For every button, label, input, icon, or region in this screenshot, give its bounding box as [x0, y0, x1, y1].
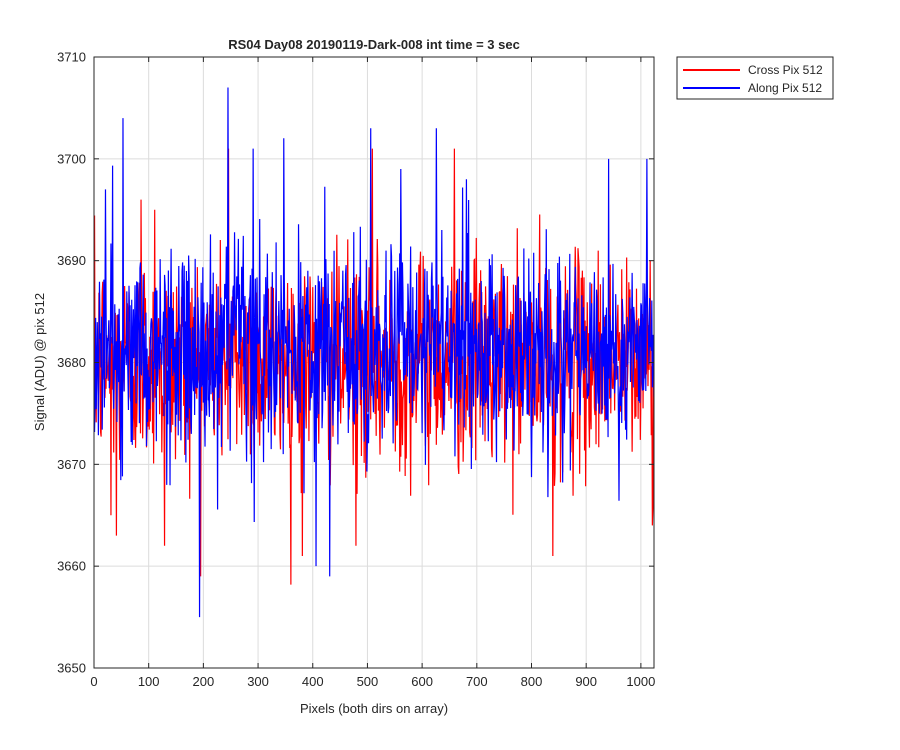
- x-axis-label: Pixels (both dirs on array): [300, 701, 448, 716]
- legend: Cross Pix 512 Along Pix 512: [676, 56, 834, 100]
- y-tick-label: 3700: [57, 151, 86, 166]
- x-tick-label: 900: [575, 674, 597, 689]
- legend-box: [676, 56, 834, 100]
- series-line-along-pix-512: [94, 87, 654, 618]
- legend-label-along: Along Pix 512: [748, 81, 822, 95]
- x-tick-label: 700: [466, 674, 488, 689]
- x-tick-label: 600: [411, 674, 433, 689]
- series-layer: [94, 87, 654, 618]
- y-tick-label: 3680: [57, 355, 86, 370]
- x-tick-label: 300: [247, 674, 269, 689]
- x-tick-label: 200: [193, 674, 215, 689]
- x-tick-label: 0: [90, 674, 97, 689]
- y-tick-label: 3670: [57, 457, 86, 472]
- y-tick-label: 3650: [57, 661, 86, 676]
- x-tick-label: 500: [357, 674, 379, 689]
- y-tick-label: 3710: [57, 50, 86, 65]
- y-axis-label: Signal (ADU) @ pix 512: [32, 293, 47, 431]
- x-tick-label: 100: [138, 674, 160, 689]
- x-tick-label: 1000: [626, 674, 655, 689]
- ticks: 0 100 200 300 400 500 600 700 800 900 1000 3650 3660…: [57, 50, 655, 690]
- legend-label-cross: Cross Pix 512: [748, 63, 823, 77]
- y-tick-label: 3690: [57, 253, 86, 268]
- y-tick-label: 3660: [57, 559, 86, 574]
- chart-title: RS04 Day08 20190119-Dark-008 int time = …: [228, 37, 520, 52]
- x-tick-label: 400: [302, 674, 324, 689]
- x-tick-label: 800: [521, 674, 543, 689]
